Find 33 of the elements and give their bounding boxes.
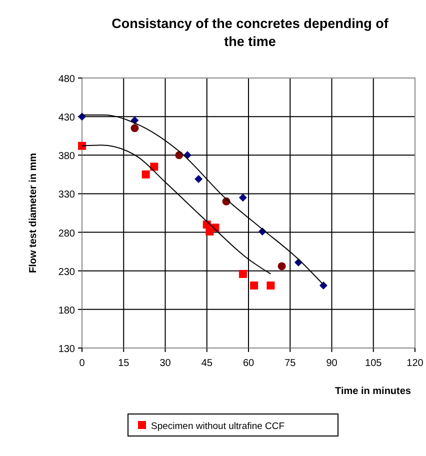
- point: [278, 262, 286, 270]
- point: [78, 142, 86, 150]
- legend-label: Specimen without ultrafine CCF: [151, 421, 285, 432]
- y-tick-label: 330: [58, 190, 76, 201]
- y-tick-label: 480: [58, 74, 76, 85]
- x-tick-label: 90: [326, 358, 338, 369]
- y-tick-label: 230: [58, 266, 76, 278]
- point: [142, 170, 150, 178]
- point: [266, 282, 275, 290]
- y-tick-label: 130: [58, 344, 76, 355]
- point: [250, 282, 258, 290]
- point: [130, 124, 139, 132]
- chart-title: Consistancy of the concretes depending of the time: [112, 16, 389, 49]
- x-tick-label: 45: [201, 358, 213, 369]
- x-tick-label: 120: [406, 358, 424, 369]
- y-tick-label: 180: [58, 305, 76, 316]
- x-tick-label: 60: [242, 358, 254, 369]
- point: [319, 282, 328, 290]
- x-tick-label: 75: [284, 358, 296, 369]
- y-tick-label: 280: [58, 228, 76, 240]
- point: [150, 162, 158, 171]
- point: [238, 194, 247, 202]
- y-axis-title: Flow test diameter in mm: [28, 152, 39, 274]
- x-tick-label: 15: [118, 358, 130, 369]
- x-tick-label: 0: [79, 358, 86, 369]
- point: [78, 112, 86, 121]
- x-tick-label: 30: [160, 358, 172, 369]
- x-tick-label: 105: [365, 358, 382, 369]
- y-tick-label: 380: [58, 151, 76, 162]
- point: [194, 175, 203, 184]
- x-axis-title: Time in minutes: [335, 386, 412, 397]
- point: [238, 270, 247, 278]
- y-tick-label: 430: [58, 112, 76, 124]
